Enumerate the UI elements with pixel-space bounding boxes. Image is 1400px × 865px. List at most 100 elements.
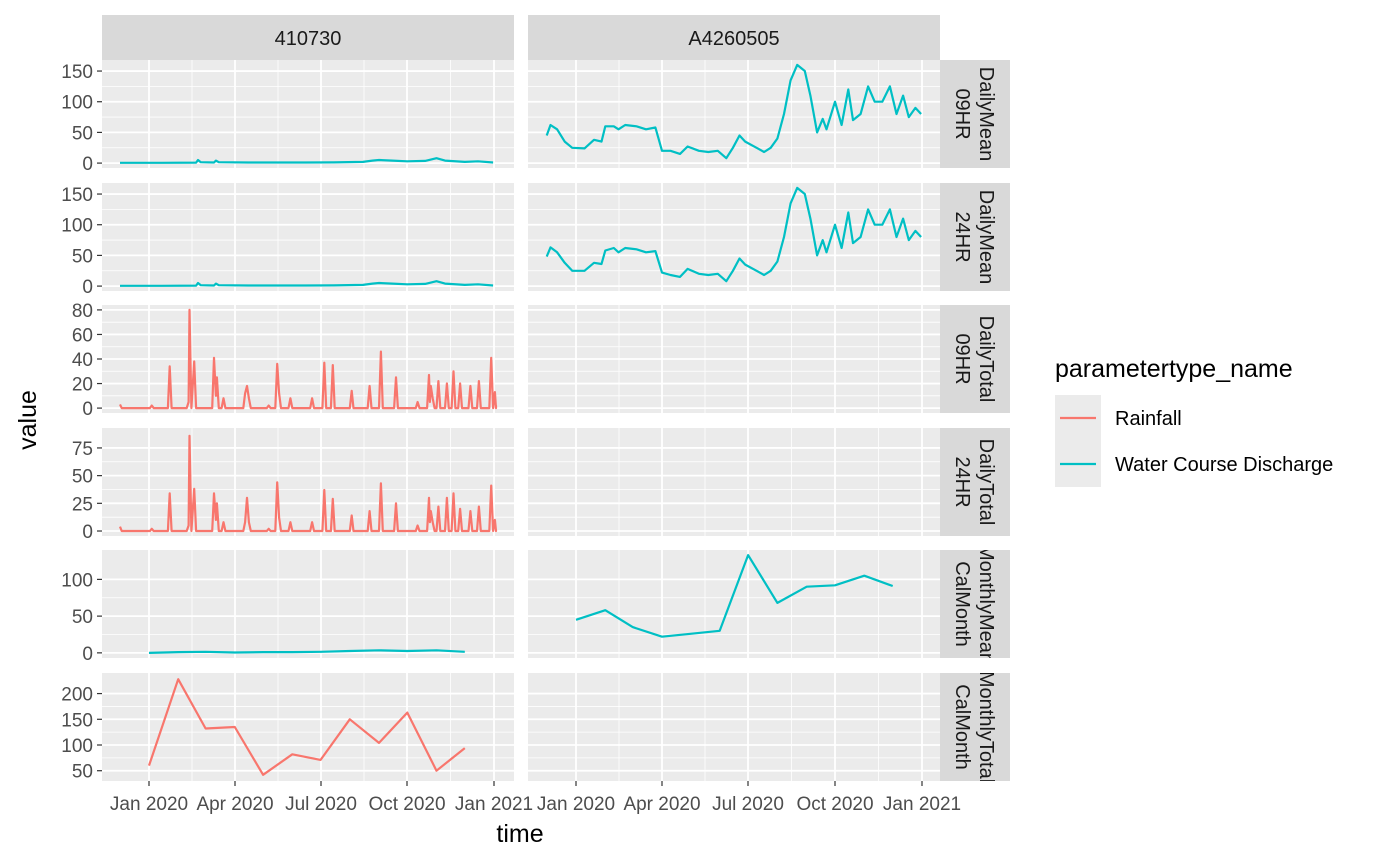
y-tick-label: 100 xyxy=(61,736,93,757)
y-tick-label: 100 xyxy=(61,93,93,114)
y-tick-label: 50 xyxy=(72,123,93,144)
panel-background xyxy=(102,183,514,291)
panel-background xyxy=(528,428,940,536)
x-tick-label: Apr 2020 xyxy=(623,794,700,815)
strips-layer: DailyMean09HRDailyMean24HRDailyTotal09HR… xyxy=(102,15,1010,783)
panel-r5-c2 xyxy=(528,550,940,658)
series-line-r5-c2 xyxy=(575,553,894,638)
y-axis-title: value xyxy=(14,390,42,450)
row-strip-label-line: CalMonth xyxy=(951,561,973,647)
panel-background xyxy=(528,183,940,291)
series-line-r1-c2 xyxy=(545,63,922,160)
y-tick-label: 0 xyxy=(82,644,93,665)
panel-r3-c2 xyxy=(528,305,940,413)
y-tick-label: 50 xyxy=(72,762,93,783)
y-tick-label: 100 xyxy=(61,570,93,591)
row-strip-label-line: 09HR xyxy=(951,333,973,384)
series-line-r5-c1 xyxy=(148,649,465,654)
x-tick-label: Jan 2021 xyxy=(883,794,961,815)
x-tick-label: Jan 2020 xyxy=(110,794,188,815)
x-tick-label: Jan 2021 xyxy=(455,794,533,815)
row-strip-background xyxy=(940,60,1010,168)
row-strip-label-line: 09HR xyxy=(951,88,973,139)
column-strip-label: A4260505 xyxy=(688,28,779,50)
row-strip-label-line: DailyTotal xyxy=(975,439,997,526)
column-strip-label: 410730 xyxy=(275,28,342,50)
series-line-r3-c1 xyxy=(119,308,498,410)
row-strip-background xyxy=(940,183,1010,291)
column-strip-background xyxy=(528,15,940,60)
legend-label-discharge: Water Course Discharge xyxy=(1115,454,1333,476)
y-tick-label: 0 xyxy=(82,277,93,298)
panel-background xyxy=(528,673,940,781)
row-strip-label-line: CalMonth xyxy=(951,684,973,770)
row-strip-background xyxy=(940,428,1010,536)
series-line-r2-c1 xyxy=(120,280,494,287)
x-tick-label: Oct 2020 xyxy=(796,794,873,815)
axes-layer: 0 50 100 150 0 50 100 150 0 20 40 60 80 0 25 50 75 0 50 100… xyxy=(61,62,961,815)
y-tick-label: 20 xyxy=(72,375,93,396)
y-tick-label: 50 xyxy=(72,607,93,628)
panel-background xyxy=(102,673,514,781)
legend: parametertype_name Rainfall Water Course… xyxy=(1055,355,1333,487)
x-tick-label: Apr 2020 xyxy=(196,794,273,815)
panel-r5-c1 xyxy=(102,550,514,658)
y-tick-label: 50 xyxy=(72,246,93,267)
row-strip-background xyxy=(940,673,1010,781)
y-tick-label: 0 xyxy=(82,154,93,175)
y-tick-label: 40 xyxy=(72,350,93,371)
column-strip-1: 410730 xyxy=(102,15,514,60)
row-strip-label-line: DailyMean xyxy=(975,67,997,161)
y-tick-label: 0 xyxy=(82,522,93,543)
y-tick-label: 75 xyxy=(72,439,93,460)
y-tick-label: 200 xyxy=(61,685,93,706)
row-strip-label-line: DailyMean xyxy=(975,190,997,284)
x-tick-label: Jul 2020 xyxy=(285,794,357,815)
panel-r2-c2 xyxy=(528,183,940,291)
y-tick-label: 80 xyxy=(72,301,93,322)
x-tick-label: Oct 2020 xyxy=(368,794,445,815)
legend-label-rainfall: Rainfall xyxy=(1115,408,1182,430)
y-tick-label: 25 xyxy=(72,494,93,515)
row-strip-label-line: MonthlyTotal xyxy=(975,671,997,783)
panel-r1-c1 xyxy=(102,60,514,168)
row-strip-label-line: 24HR xyxy=(951,456,973,507)
y-tick-label: 60 xyxy=(72,325,93,346)
panel-r4-c2 xyxy=(528,428,940,536)
y-tick-label: 150 xyxy=(61,62,93,83)
column-strip-2: A4260505 xyxy=(528,15,940,60)
row-strip-background xyxy=(940,550,1010,658)
series-line-r1-c1 xyxy=(120,157,494,164)
panel-r6-c1 xyxy=(102,673,514,781)
x-tick-label: Jul 2020 xyxy=(712,794,784,815)
column-strip-background xyxy=(102,15,514,60)
x-axis-title: time xyxy=(496,820,543,848)
legend-title: parametertype_name xyxy=(1055,355,1293,383)
panel-background xyxy=(102,60,514,168)
y-tick-label: 150 xyxy=(61,710,93,731)
row-strip-background xyxy=(940,305,1010,413)
x-tick-label: Jan 2020 xyxy=(537,794,615,815)
series-line-r2-c2 xyxy=(545,186,922,283)
series-line-r4-c1 xyxy=(118,434,498,533)
panel-r6-c2 xyxy=(528,673,940,781)
series-line-r6-c1 xyxy=(147,678,466,776)
y-tick-label: 100 xyxy=(61,216,93,237)
panel-r1-c2 xyxy=(528,60,940,168)
y-tick-label: 150 xyxy=(61,185,93,206)
row-strip-label-line: MonthlyMean xyxy=(975,544,997,664)
row-strip-label-line: 24HR xyxy=(951,211,973,262)
y-tick-label: 50 xyxy=(72,467,93,488)
panel-r2-c1 xyxy=(102,183,514,291)
